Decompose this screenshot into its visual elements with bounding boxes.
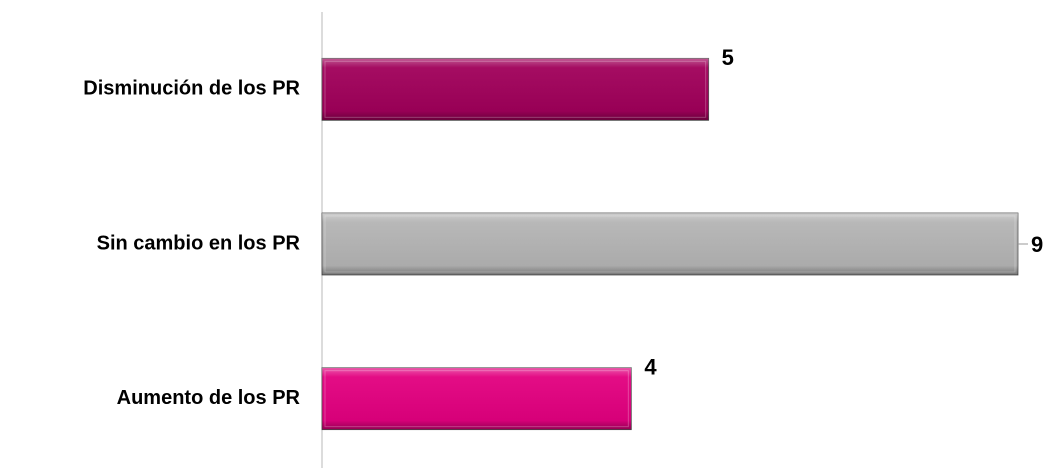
bar-shading: [324, 370, 629, 428]
bar-shading: [322, 213, 1018, 275]
value-label: 4: [644, 354, 657, 379]
bar-shading: [324, 60, 707, 118]
bar-shading: [322, 367, 632, 430]
category-label: Disminución de los PR: [83, 78, 300, 100]
category-label: Aumento de los PR: [117, 387, 301, 409]
category-label: Sin cambio en los PR: [97, 232, 301, 254]
value-label: 9: [1031, 232, 1043, 257]
bar-shading: [322, 58, 709, 121]
value-label: 5: [722, 45, 734, 70]
bar-shading: [324, 215, 1016, 273]
